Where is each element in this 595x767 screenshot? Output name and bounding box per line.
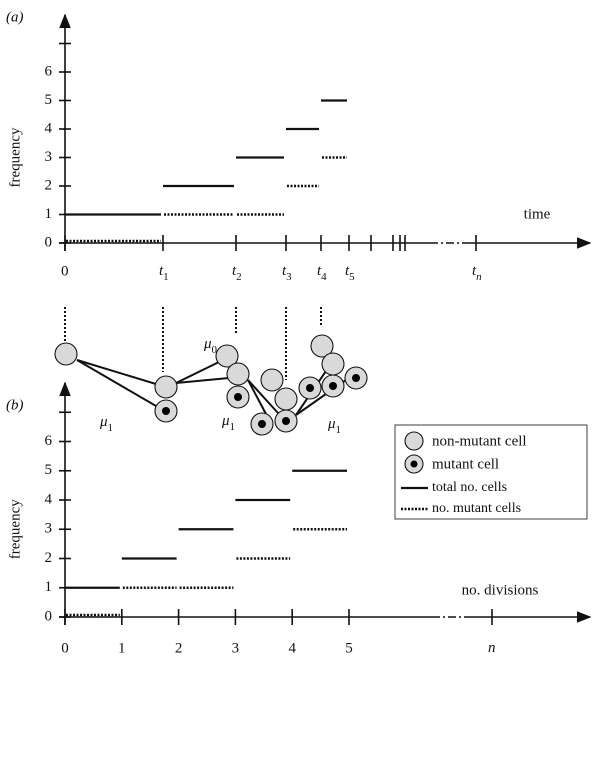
y-tick-label: 6: [45, 63, 53, 79]
legend-label: total no. cells: [432, 480, 507, 495]
legend-label: non-mutant cell: [432, 433, 527, 449]
x-tick-label: 3: [232, 640, 240, 656]
y-tick-label: 2: [45, 550, 53, 566]
x-tick-label: 2: [175, 640, 183, 656]
x-tick-label: n: [488, 640, 496, 656]
x-axis-label: time: [524, 206, 551, 222]
y-tick-label: 1: [45, 579, 53, 595]
y-tick-label: 0: [45, 234, 53, 250]
panel-label: (a): [6, 9, 24, 25]
x-tick-label: tn: [472, 263, 482, 282]
y-axis-label: frequency: [7, 127, 23, 187]
x-tick-label: 0: [61, 263, 69, 279]
panel-label: (b): [6, 397, 24, 413]
x-tick-label: 5: [345, 640, 353, 656]
y-tick-label: 6: [45, 433, 53, 449]
cell-tree: μ1 μ0 μ1 μ1: [54, 334, 368, 436]
y-tick-label: 3: [45, 521, 53, 537]
y-tick-label: 1: [45, 206, 53, 222]
legend: non-mutant cell mutant cell total no. ce…: [394, 424, 588, 520]
x-tick-label: t5: [345, 263, 355, 282]
y-tick-label: 3: [45, 149, 53, 165]
y-tick-label: 0: [45, 608, 53, 624]
rate-label: μ1: [221, 413, 235, 432]
y-tick-label: 5: [45, 92, 53, 108]
legend-label: mutant cell: [432, 456, 499, 472]
x-tick-label: 4: [288, 640, 296, 656]
x-axis-label: no. divisions: [462, 582, 539, 598]
x-tick-label: t4: [317, 263, 327, 282]
rate-label: μ1: [327, 416, 341, 435]
x-tick-label: t1: [159, 263, 169, 282]
x-tick-label: 0: [61, 640, 69, 656]
legend-label: no. mutant cells: [432, 501, 521, 516]
y-tick-label: 4: [45, 120, 53, 136]
y-tick-label: 4: [45, 491, 53, 507]
y-tick-label: 5: [45, 462, 53, 478]
x-tick-label: t2: [232, 263, 242, 282]
rate-label: μ0: [203, 336, 218, 355]
rate-label: μ1: [99, 414, 113, 433]
y-axis-label: frequency: [7, 499, 23, 559]
x-tick-label: t3: [282, 263, 292, 282]
x-tick-label: 1: [118, 640, 126, 656]
y-tick-label: 2: [45, 177, 53, 193]
